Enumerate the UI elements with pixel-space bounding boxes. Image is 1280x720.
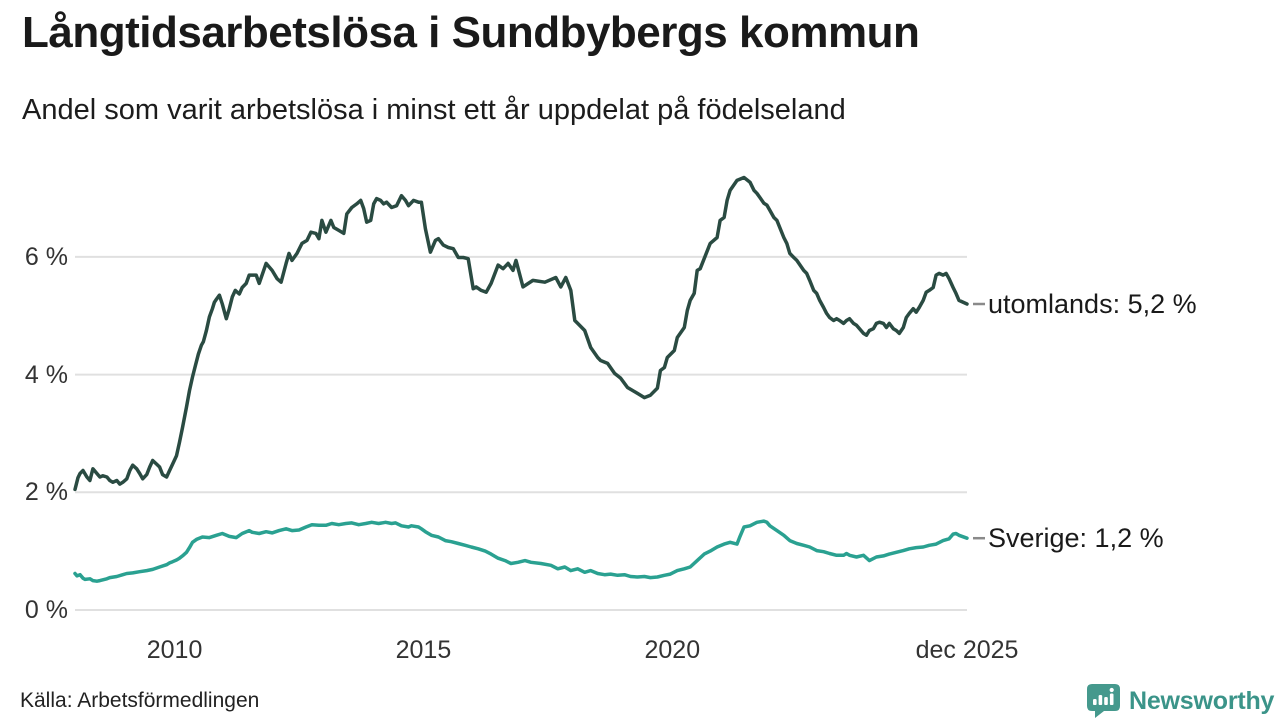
x-tick-label: 2010	[146, 636, 203, 664]
y-tick-label: 4 %	[24, 360, 68, 389]
y-tick-label: 2 %	[24, 478, 68, 507]
newsworthy-bubble-chart-icon	[1087, 684, 1120, 718]
y-tick-label: 0 %	[24, 596, 68, 624]
newsworthy-logo: Newsworthy	[1087, 684, 1274, 718]
speech-bubble-shape	[1087, 684, 1120, 718]
x-tick-label: dec 2025	[915, 636, 1019, 664]
page-title: Långtidsarbetslösa i Sundbybergs kommun	[22, 8, 920, 57]
y-tick-label: 6 %	[24, 242, 68, 271]
chart-line-utomlands	[73, 175, 969, 492]
exclamation-stem	[1109, 693, 1114, 705]
source-note: Källa: Arbetsförmedlingen	[20, 689, 260, 712]
x-tick-label: 2015	[395, 636, 452, 664]
bar-tall	[1098, 695, 1103, 705]
bar-medium	[1104, 697, 1108, 705]
series-end-label-utomlands: utomlands: 5,2 %	[988, 288, 1197, 319]
x-tick-label: 2020	[644, 636, 701, 664]
series-end-label-Sverige: Sverige: 1,2 %	[988, 523, 1164, 554]
page-subtitle: Andel som varit arbetslösa i minst ett å…	[22, 94, 846, 126]
exclamation-dot	[1109, 687, 1114, 693]
newsworthy-wordmark: Newsworthy	[1129, 686, 1275, 715]
bar-small	[1093, 699, 1097, 705]
chart-line-Sverige	[73, 519, 969, 583]
